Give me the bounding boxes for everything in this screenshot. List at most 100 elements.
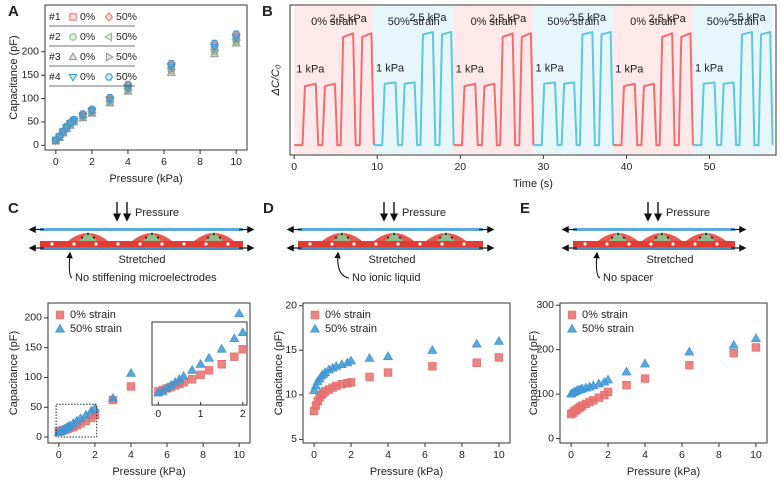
y-tick-label: 100 xyxy=(536,388,554,400)
pore xyxy=(116,242,120,246)
data-point xyxy=(237,327,247,336)
note-label: No ionic liquid xyxy=(352,272,420,284)
data-point xyxy=(217,360,226,369)
data-point xyxy=(640,374,650,383)
data-point xyxy=(204,366,214,375)
pore xyxy=(138,242,142,246)
data-point xyxy=(472,358,481,367)
x-tick-label: 6 xyxy=(679,449,685,461)
spacer xyxy=(333,232,351,241)
pulse-label: 2.5 kPa xyxy=(569,12,607,24)
legend-marker xyxy=(68,52,78,61)
pressure-label: Pressure xyxy=(402,207,446,219)
legend-label: 50% strain xyxy=(70,323,122,335)
data-point xyxy=(323,273,331,281)
pulse-label: 2.5 kPa xyxy=(409,12,447,24)
x-tick-label: 30 xyxy=(538,161,550,173)
pore xyxy=(396,242,400,246)
data-point xyxy=(216,343,227,353)
x-tick-label: 2 xyxy=(605,449,611,461)
microelectrode xyxy=(699,236,701,239)
legend-group: #1 xyxy=(49,11,61,23)
plot-frame xyxy=(44,4,248,151)
pore xyxy=(204,242,208,246)
microelectrode xyxy=(655,236,657,239)
x-axis-label: Pressure (kPa) xyxy=(627,466,700,478)
legend-label: 0% strain xyxy=(582,309,628,321)
y-axis-label: Capacitance (pF) xyxy=(8,331,20,415)
pulse-label: 2.5 kPa xyxy=(489,13,527,25)
spacer xyxy=(437,232,455,241)
y-tick-label: 100 xyxy=(24,371,42,383)
x-axis-label: Pressure (kPa) xyxy=(109,173,182,185)
pulse-label: 1 kPa xyxy=(536,62,565,74)
x-tick-label: 4 xyxy=(642,449,648,461)
legend-marker xyxy=(104,32,113,42)
x-tick-label: 8 xyxy=(459,449,465,461)
x-tick-label: 2 xyxy=(348,449,354,461)
data-point xyxy=(622,381,631,390)
data-point xyxy=(229,333,240,343)
legend-marker xyxy=(309,323,321,333)
legend-label: 0% xyxy=(80,11,95,23)
x-tick-label: 4 xyxy=(125,156,131,168)
microelectrode xyxy=(219,236,221,239)
pore xyxy=(160,242,164,246)
microelectrode xyxy=(387,236,389,239)
pore xyxy=(418,242,422,246)
y-tick-label: 0 xyxy=(548,432,554,444)
pore xyxy=(94,242,98,246)
data-point xyxy=(424,185,433,193)
x-tick-label: 10 xyxy=(233,449,245,461)
data-point xyxy=(346,378,356,387)
zoom-box xyxy=(55,403,98,438)
state-label: Stretched xyxy=(118,254,165,266)
microelectrode xyxy=(93,236,95,239)
legend-group: #2 xyxy=(49,31,61,43)
legend-label: 50% xyxy=(116,71,137,83)
panel-letter: A xyxy=(8,3,19,20)
pulse-label: 1 kPa xyxy=(376,62,405,74)
panel-letter: B xyxy=(262,3,273,20)
data-point xyxy=(621,366,632,376)
legend-marker xyxy=(105,52,114,62)
data-point xyxy=(69,116,79,124)
microelectrode xyxy=(667,236,669,239)
microelectrode xyxy=(617,233,619,235)
data-point xyxy=(577,185,585,193)
callout-arrow xyxy=(334,251,350,279)
y-tick-label: 20 xyxy=(285,299,297,311)
microelectrode xyxy=(711,236,713,239)
y-axis-label: ΔC/C₀ xyxy=(270,64,282,96)
data-point xyxy=(729,349,738,358)
pressure-label: Pressure xyxy=(666,207,710,219)
data-point xyxy=(427,344,438,354)
pore xyxy=(462,242,466,246)
legend-label: 0% strain xyxy=(70,309,116,321)
data-point xyxy=(684,346,695,356)
bottom-film xyxy=(573,247,735,250)
inset-x-tick-label: 2 xyxy=(240,408,246,420)
legend-label: 50% strain xyxy=(325,323,377,335)
pulse-label: 1 kPa xyxy=(296,64,325,76)
x-tick-label: 4 xyxy=(385,449,391,461)
microelectrode xyxy=(611,236,613,239)
x-tick-label: 20 xyxy=(454,161,466,173)
y-tick-label: 200 xyxy=(536,343,554,355)
legend-label: 50% strain xyxy=(582,323,634,335)
microelectrode xyxy=(145,236,147,239)
legend-label: 0% xyxy=(80,31,95,43)
data-point xyxy=(230,352,239,361)
callout-arrow xyxy=(593,251,601,279)
data-point xyxy=(751,343,761,352)
legend-label: 0% xyxy=(80,71,95,83)
data-point xyxy=(382,351,394,360)
legend-label: 50% xyxy=(116,11,137,23)
pore xyxy=(352,242,356,246)
y-tick-label: 15 xyxy=(285,344,297,356)
legend-group: #3 xyxy=(49,51,61,63)
microelectrode xyxy=(341,233,343,235)
x-axis-label: Pressure (kPa) xyxy=(112,466,185,478)
x-axis-label: Pressure (kPa) xyxy=(370,466,443,478)
microelectrode xyxy=(81,236,83,239)
